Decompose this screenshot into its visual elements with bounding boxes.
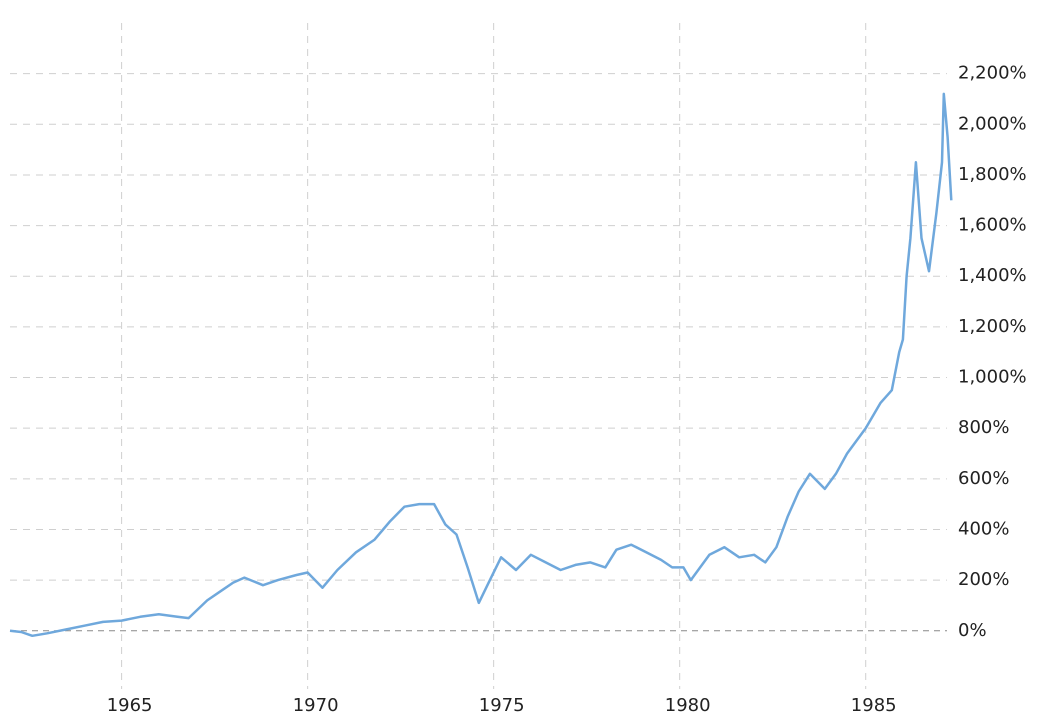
y-tick-label: 1,000% (958, 367, 1027, 388)
y-tick-label: 800% (958, 417, 1009, 438)
x-tick-label: 1980 (665, 695, 711, 716)
x-tick-label: 1965 (107, 695, 153, 716)
y-tick-label: 600% (958, 468, 1009, 489)
y-tick-label: 1,200% (958, 316, 1027, 337)
y-tick-label: 1,600% (958, 215, 1027, 236)
y-tick-label: 0% (958, 620, 987, 641)
y-tick-label: 1,400% (958, 265, 1027, 286)
y-tick-label: 200% (958, 569, 1009, 590)
data-line (9, 92, 953, 638)
x-tick-label: 1975 (479, 695, 525, 716)
x-tick-label: 1985 (851, 695, 897, 716)
y-tick-label: 2,200% (958, 63, 1027, 84)
y-tick-label: 400% (958, 518, 1009, 539)
x-tick-label: 1970 (293, 695, 339, 716)
y-tick-label: 2,000% (958, 113, 1027, 134)
y-tick-label: 1,800% (958, 164, 1027, 185)
